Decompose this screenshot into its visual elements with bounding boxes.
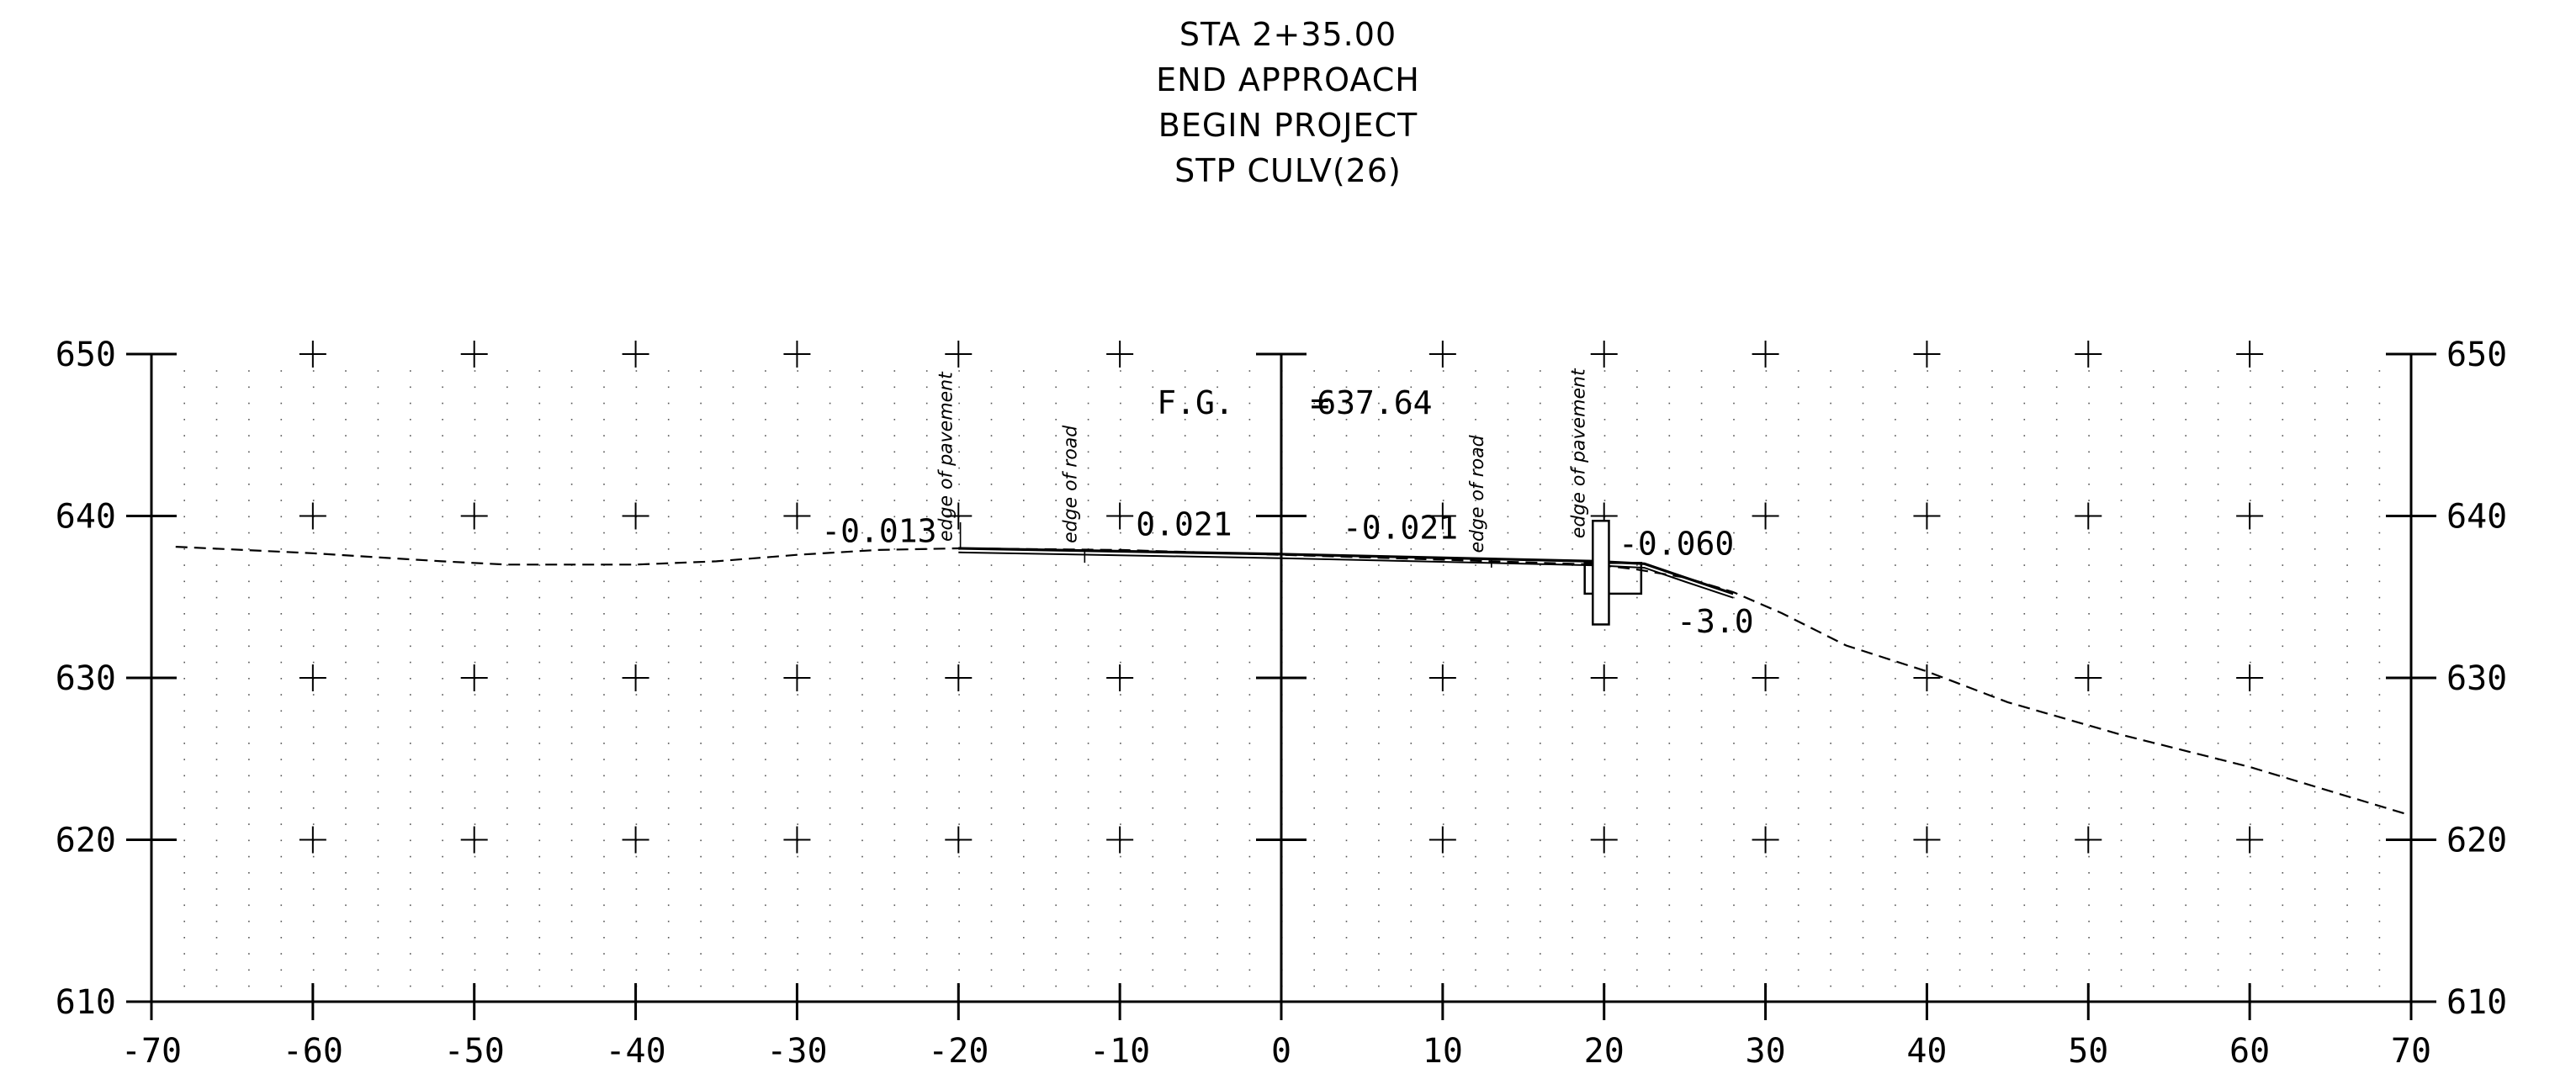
x-tick-label: 70 — [2391, 1032, 2431, 1071]
grid-cross — [622, 502, 649, 530]
grid-cross — [783, 664, 811, 691]
grid-cross — [1752, 502, 1779, 530]
grid-cross — [460, 826, 488, 854]
annotation-text: F.G. — [1157, 384, 1234, 421]
grid-cross — [1590, 826, 1618, 854]
y-tick-label-right: 630 — [2446, 659, 2507, 698]
x-tick-label: -40 — [605, 1032, 665, 1071]
grid-cross — [2075, 502, 2102, 530]
grid-cross — [1913, 826, 1941, 854]
grid-cross — [945, 341, 973, 368]
grid-cross — [460, 502, 488, 530]
y-tick-label-right: 640 — [2446, 498, 2507, 537]
grid-cross — [1752, 826, 1779, 854]
grid-cross — [1913, 502, 1941, 530]
annotation-text: -0.013 — [821, 512, 936, 549]
grid-cross — [1913, 341, 1941, 368]
x-tick-label: 50 — [2068, 1032, 2108, 1071]
existing-ground-line — [175, 546, 2412, 817]
profile-lines — [175, 520, 2412, 817]
y-tick-label-left: 610 — [56, 983, 116, 1022]
grid-cross — [1106, 664, 1134, 691]
grid-cross — [622, 826, 649, 854]
grid-cross — [460, 664, 488, 691]
grid-cross — [2075, 341, 2102, 368]
grid-cross — [1106, 826, 1134, 854]
x-tick-label: -30 — [766, 1032, 827, 1071]
grid-cross — [1590, 664, 1618, 691]
grid-cross — [622, 664, 649, 691]
grid-cross — [1428, 826, 1456, 854]
grid-cross — [299, 826, 326, 854]
grid-cross — [299, 664, 326, 691]
annotation-text: 0.021 — [1136, 506, 1232, 543]
grid-cross — [460, 341, 488, 368]
x-tick-label: 30 — [1745, 1032, 1785, 1071]
x-tick-label: 10 — [1423, 1032, 1463, 1071]
title-line-3: BEGIN PROJECT — [1158, 107, 1418, 144]
grid-cross — [1428, 664, 1456, 691]
x-tick-label: 40 — [1906, 1032, 1947, 1071]
axes — [150, 341, 2413, 1003]
y-tick-label-left: 640 — [56, 498, 116, 537]
culvert-box — [1583, 562, 1643, 595]
y-tick-label-right: 650 — [2446, 336, 2507, 374]
grid-cross — [783, 502, 811, 530]
grid-cross — [1106, 502, 1134, 530]
x-tick-label: -70 — [121, 1032, 182, 1071]
grid-cross — [622, 341, 649, 368]
grid-cross — [945, 664, 973, 691]
annotation-text: -3.0 — [1677, 603, 1754, 640]
annotations: edge of pavement edge of road edge of road… — [821, 368, 1753, 640]
title-line-2: END APPROACH — [1156, 61, 1420, 98]
grid-cross — [2236, 664, 2264, 691]
vertical-label: edge of road — [1060, 425, 1081, 543]
title-station: STA 2+35.00 — [1179, 16, 1397, 53]
grid-cross — [2075, 826, 2102, 854]
grid-cross — [945, 826, 973, 854]
annotation-text: 637.64 — [1317, 384, 1432, 421]
culvert-headwall — [1592, 520, 1610, 626]
proposed-subgrade-line — [958, 551, 1734, 599]
grid-cross — [2236, 341, 2264, 368]
y-tick-label-left: 620 — [56, 822, 116, 860]
grid-cross — [783, 341, 811, 368]
x-tick-label: 0 — [1271, 1032, 1291, 1071]
y-tick-label-left: 650 — [56, 336, 116, 374]
y-tick-label-right: 610 — [2446, 983, 2507, 1022]
axis-ticks: 610 610 620 620 630 630 640 640 650 650 -70 -60 -50 -… — [56, 336, 2508, 1071]
title-block: STA 2+35.00 END APPROACH BEGIN PROJECT S… — [0, 12, 2576, 193]
y-tick-label-left: 630 — [56, 659, 116, 698]
x-tick-label: -60 — [283, 1032, 343, 1071]
x-tick-label: -20 — [928, 1032, 989, 1071]
grid-cross — [1752, 664, 1779, 691]
grid-cross — [1428, 502, 1456, 530]
annotation-text: -0.060 — [1619, 526, 1734, 563]
grid-cross — [945, 502, 973, 530]
x-tick-label: 60 — [2229, 1032, 2270, 1071]
x-tick-label: 20 — [1584, 1032, 1625, 1071]
vertical-label: edge of pavement — [936, 371, 957, 542]
grid-cross — [1752, 341, 1779, 368]
grid-cross — [2236, 502, 2264, 530]
grid-cross — [1428, 341, 1456, 368]
vertical-label: edge of pavement — [1569, 368, 1590, 538]
grid-cross — [2075, 664, 2102, 691]
annotation-text: -0.021 — [1343, 509, 1458, 546]
vertical-label: edge of road — [1467, 434, 1488, 553]
annotation-text: = — [1311, 384, 1330, 421]
grid-cross — [2236, 826, 2264, 854]
grid-cross — [1913, 664, 1941, 691]
grid-cross — [299, 502, 326, 530]
x-tick-label: -50 — [444, 1032, 505, 1071]
grid-cross — [1590, 341, 1618, 368]
grid-cross — [299, 341, 326, 368]
grid-cross — [783, 826, 811, 854]
y-tick-label-right: 620 — [2446, 822, 2507, 860]
title-line-4: STP CULV(26) — [1174, 152, 1402, 189]
x-tick-label: -10 — [1089, 1032, 1150, 1071]
grid-cross — [1106, 341, 1134, 368]
